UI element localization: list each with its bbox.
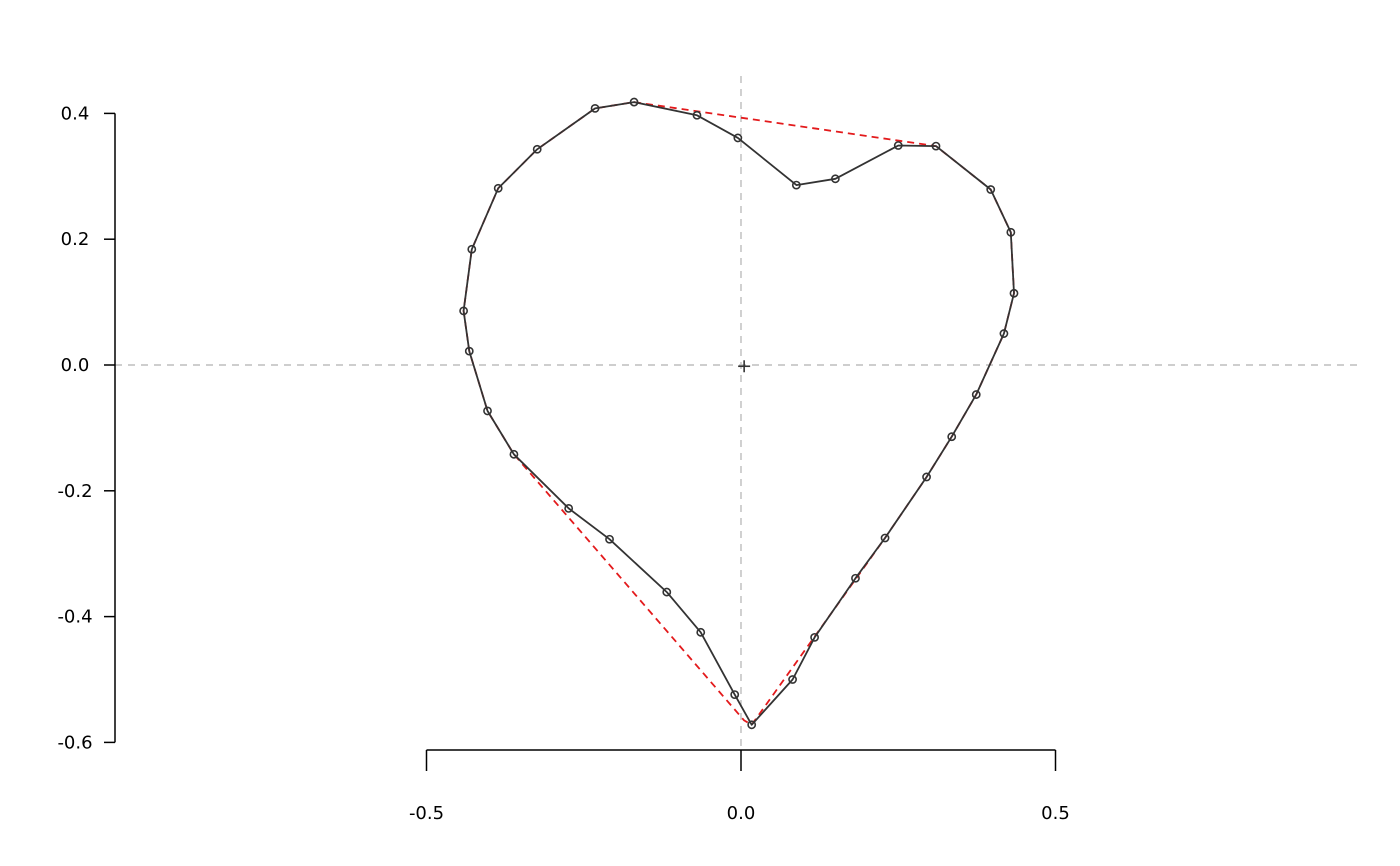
outline-point: [662, 587, 672, 597]
outline-point: [590, 103, 600, 113]
outline-point: [733, 133, 743, 143]
reference-lines: [115, 76, 1360, 752]
outline-point: [893, 141, 903, 150]
outline-point: [999, 329, 1009, 338]
outline-point: [483, 406, 492, 416]
outline-point: [810, 632, 819, 642]
hull-dashed-line: [462, 101, 1015, 726]
outline-point: [1006, 227, 1016, 237]
outline-point: [830, 174, 840, 184]
outline-point: [605, 534, 614, 544]
y-tick-label: 0.4: [61, 103, 90, 124]
outline-point: [880, 533, 890, 543]
axes: -0.6 -0.4 -0.2 0.0 0.2 0.4 -0.5 0.0 0.5: [57, 103, 1069, 824]
centroid-layer: [738, 360, 751, 373]
centroid-marker: [738, 360, 751, 373]
outline-point: [464, 346, 474, 356]
outline-point: [564, 504, 574, 513]
outline-point: [459, 306, 469, 316]
x-tick-label: -0.5: [409, 803, 444, 824]
outline-layer: [462, 101, 1015, 726]
outline-point: [493, 183, 503, 193]
y-tick-label: -0.2: [57, 481, 92, 502]
outline-point: [931, 141, 941, 151]
outline-point: [730, 690, 740, 699]
outline-solid-line: [462, 101, 1015, 726]
outline-point: [467, 244, 477, 254]
y-tick-label: 0.0: [61, 355, 90, 376]
outline-point: [791, 180, 801, 190]
outline-point: [986, 185, 996, 194]
hull-layer: [462, 101, 1015, 726]
outline-point: [1009, 288, 1019, 298]
outline-point: [788, 675, 797, 684]
outline-point: [747, 720, 757, 730]
x-tick-label: 0.0: [727, 803, 756, 824]
outline-point: [509, 449, 519, 459]
y-tick-label: 0.2: [61, 229, 90, 250]
outline-point: [971, 390, 981, 399]
y-tick-label: -0.6: [57, 732, 92, 753]
outline-point: [629, 97, 639, 107]
x-tick-label: 0.5: [1041, 803, 1070, 824]
y-tick-label: -0.4: [57, 607, 92, 628]
outline-point: [922, 472, 931, 482]
outline-point: [696, 627, 706, 637]
points-layer: [459, 97, 1019, 730]
outline-point: [851, 573, 860, 583]
outline-point: [947, 432, 957, 442]
outline-point: [532, 144, 542, 154]
outline-point: [692, 110, 702, 120]
